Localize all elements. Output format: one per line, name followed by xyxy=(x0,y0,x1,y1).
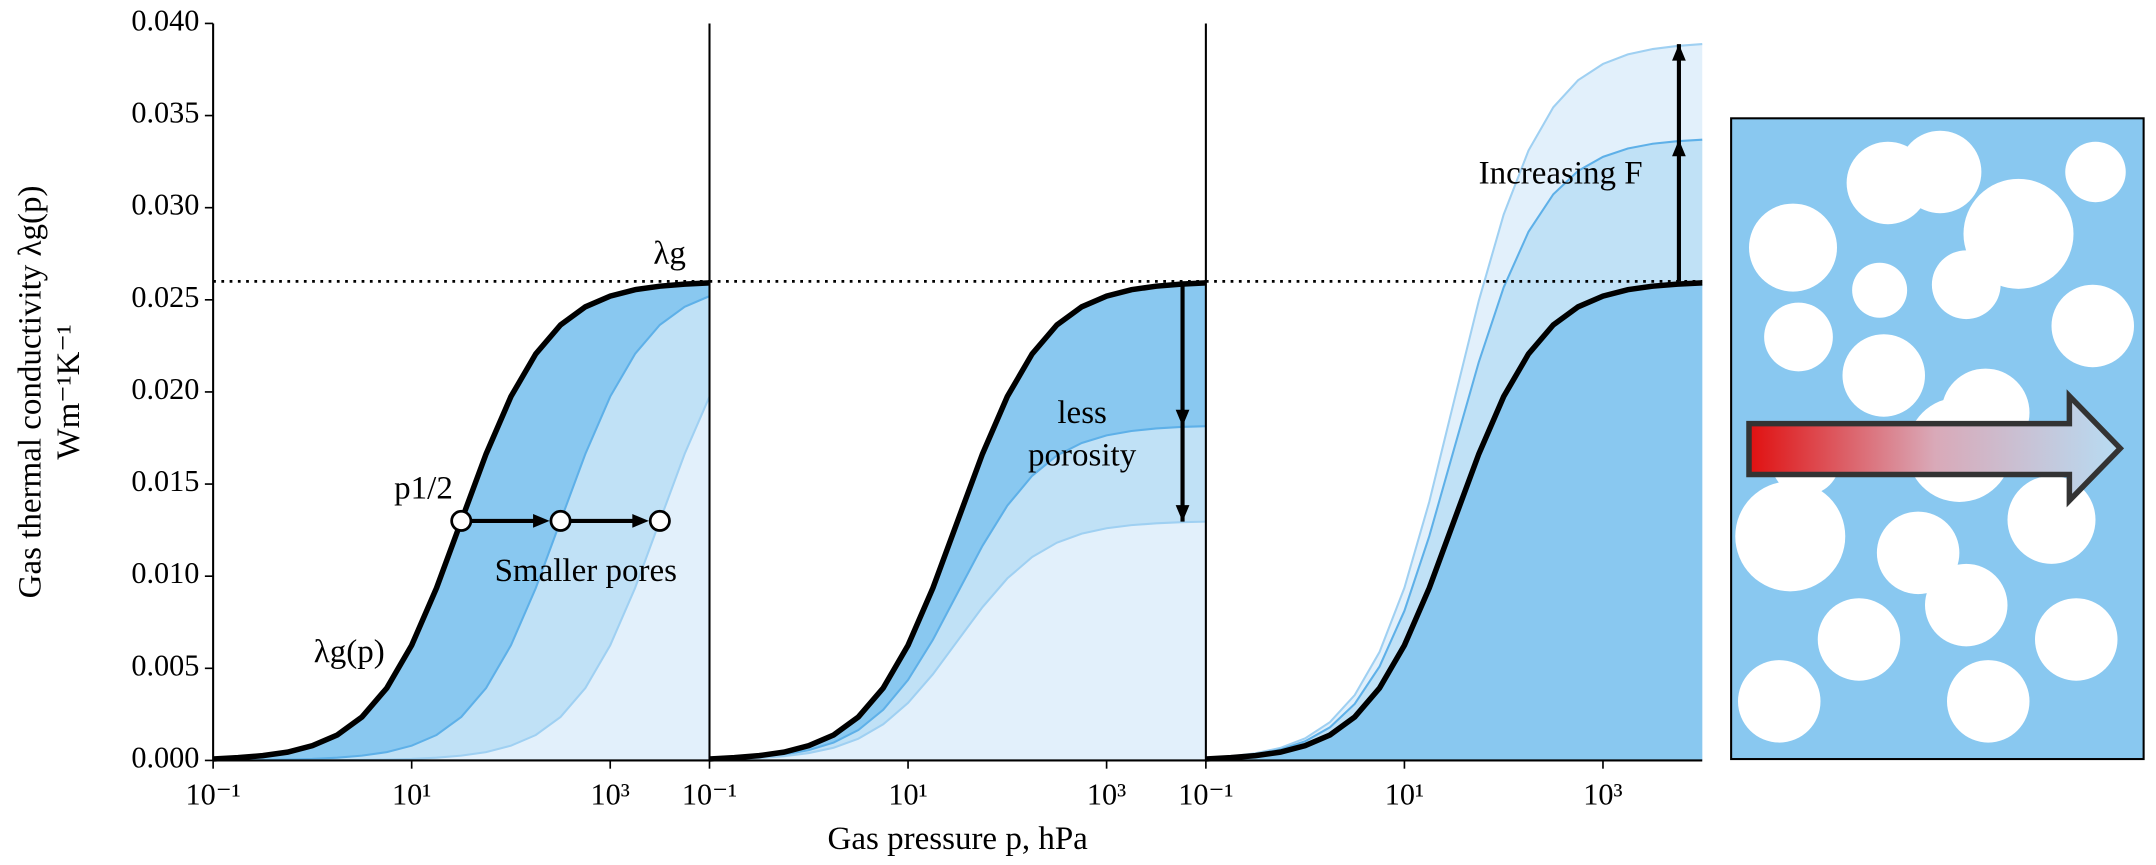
x-tick-label: 10³ xyxy=(1087,778,1126,812)
x-tick-label: 10¹ xyxy=(888,778,927,812)
x-axis-label: Gas pressure p, hPa xyxy=(828,821,1089,857)
curve-main xyxy=(709,280,1207,762)
annotation: Increasing F xyxy=(1479,156,1643,192)
area-fill xyxy=(213,296,710,761)
y-tick-label: 0.035 xyxy=(131,96,199,130)
y-tick-label: 0.030 xyxy=(131,188,199,222)
x-tick-label: 10⁻¹ xyxy=(682,778,737,812)
half-pressure-marker xyxy=(450,509,473,532)
y-tick-label: 0.005 xyxy=(131,648,199,682)
annotation: λg xyxy=(653,235,686,271)
x-tick-label: 10⁻¹ xyxy=(185,778,240,812)
annotation: Smaller pores xyxy=(495,553,677,589)
half-pressure-marker xyxy=(648,509,671,532)
y-tick-label: 0.015 xyxy=(131,464,199,498)
annotation: λg(p) xyxy=(314,634,385,670)
curve xyxy=(709,520,1206,761)
curve xyxy=(1205,138,1703,760)
heat-arrow xyxy=(1746,389,2125,508)
y-tick-label: 0.025 xyxy=(131,280,199,314)
porous-illustration xyxy=(1730,117,2145,761)
curve xyxy=(709,425,1206,761)
y-tick-label: 0.000 xyxy=(131,740,199,774)
x-tick-label: 10³ xyxy=(1583,778,1622,812)
annotation: p1/2 xyxy=(394,471,453,507)
x-tick-label: 10¹ xyxy=(392,778,431,812)
change-arrow-head xyxy=(1175,505,1190,522)
x-tick-label: 10¹ xyxy=(1385,778,1424,812)
change-arrow-head xyxy=(1672,44,1686,61)
curve-main xyxy=(1205,280,1703,762)
x-tick-label: 10³ xyxy=(591,778,630,812)
y-axis-label: Gas thermal conductivity λg(p) xyxy=(13,186,49,599)
annotation: porosity xyxy=(1028,438,1137,474)
area-fill xyxy=(213,396,710,761)
change-arrow-head xyxy=(1672,139,1686,157)
shift-arrow-head xyxy=(533,514,550,528)
x-tick-label: 10⁻¹ xyxy=(1178,778,1233,812)
y-tick-label: 0.040 xyxy=(131,3,199,37)
y-axis-label: Wm⁻¹K⁻¹ xyxy=(51,324,87,459)
shift-arrow-head xyxy=(632,514,649,528)
annotation: less xyxy=(1057,395,1107,431)
change-arrow-head xyxy=(1175,409,1190,427)
y-tick-label: 0.020 xyxy=(131,372,199,406)
curve xyxy=(213,295,710,762)
curve xyxy=(1205,43,1703,760)
y-tick-label: 0.010 xyxy=(131,556,199,590)
half-pressure-marker xyxy=(549,509,572,532)
